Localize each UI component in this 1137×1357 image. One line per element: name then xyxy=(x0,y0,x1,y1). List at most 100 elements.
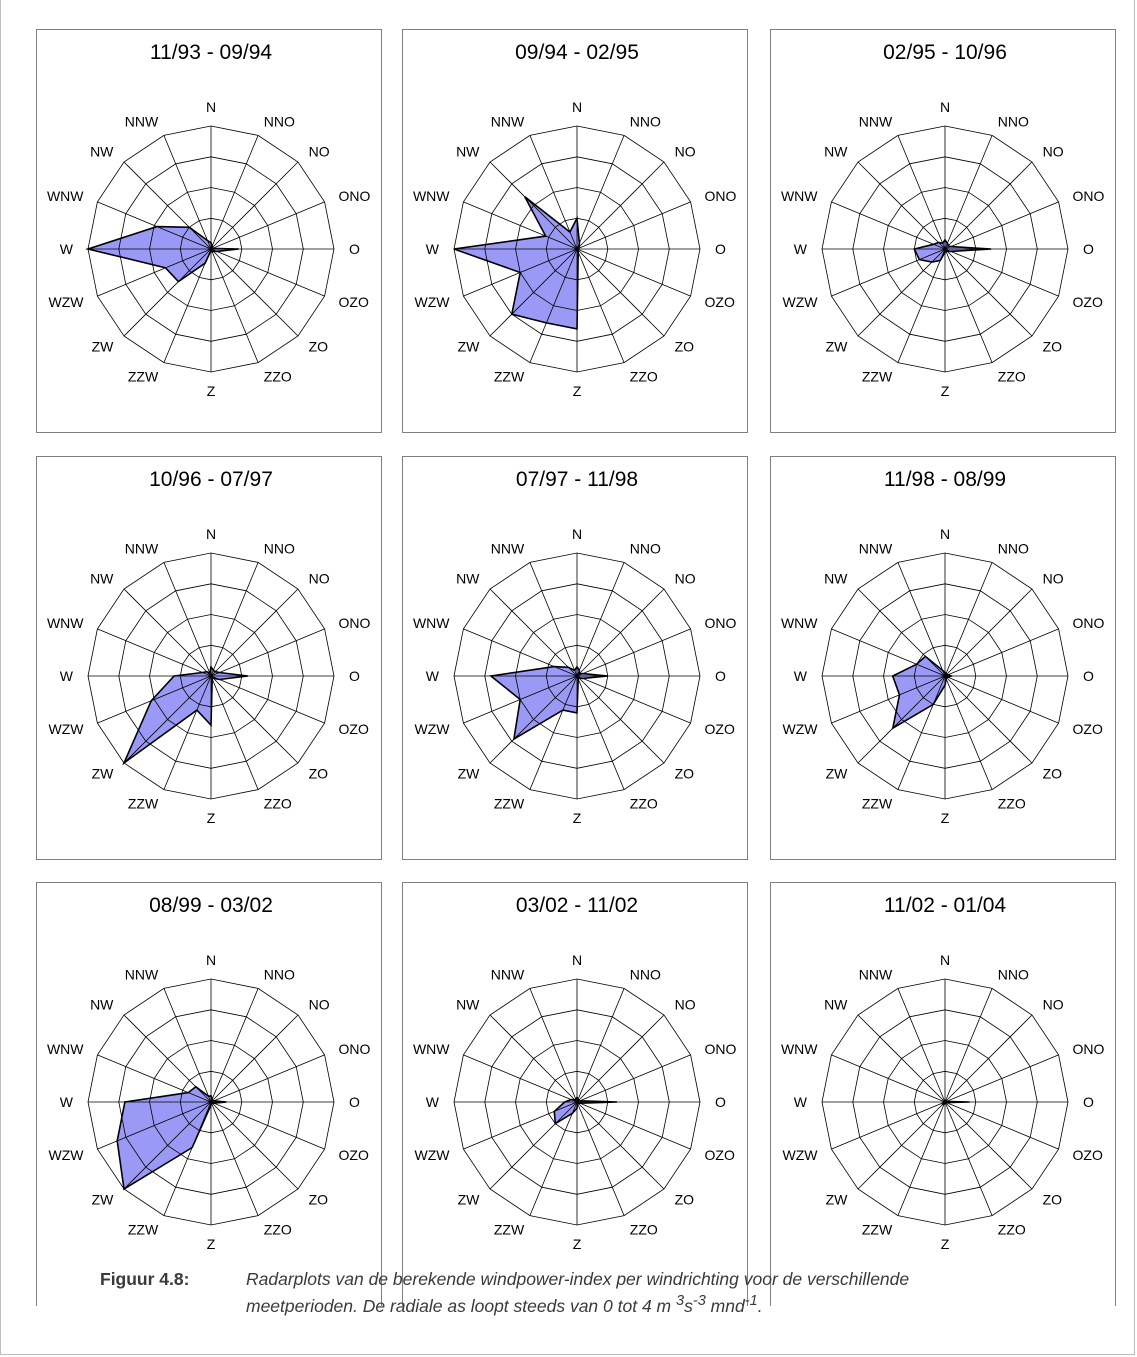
direction-label-wnw: WNW xyxy=(781,1041,818,1057)
direction-label-zzo: ZZO xyxy=(264,1222,292,1238)
spoke-ono xyxy=(945,1055,1059,1102)
direction-label-no: NO xyxy=(1043,143,1064,159)
direction-label-zzo: ZZO xyxy=(264,369,292,385)
spoke-wzw xyxy=(831,1102,945,1149)
direction-label-zw: ZW xyxy=(826,766,849,782)
direction-label-zw: ZW xyxy=(458,1192,481,1208)
data-polygon xyxy=(914,240,991,262)
spoke-wzw xyxy=(463,1102,577,1149)
direction-label-w: W xyxy=(426,1094,440,1110)
direction-label-ono: ONO xyxy=(1073,615,1105,631)
direction-label-no: NO xyxy=(675,570,696,586)
spoke-no xyxy=(945,589,1032,676)
spoke-zw xyxy=(490,1102,577,1189)
direction-label-wnw: WNW xyxy=(781,615,818,631)
direction-label-w: W xyxy=(794,241,808,257)
direction-label-no: NO xyxy=(309,996,330,1012)
radar-panel-grid: N NNO NO ONO O OZO ZO ZZO Z ZZW ZW WZW W WNW NW NNW 11/9… xyxy=(0,0,1137,1270)
spoke-nnw xyxy=(164,562,211,676)
spoke-zzo xyxy=(945,676,992,790)
direction-label-nno: NNO xyxy=(998,114,1029,130)
direction-label-zzo: ZZO xyxy=(998,1222,1026,1238)
direction-label-zw: ZW xyxy=(92,339,115,355)
direction-label-o: O xyxy=(1083,241,1094,257)
spoke-no xyxy=(577,1015,664,1102)
spoke-zzo xyxy=(211,249,258,363)
spoke-ono xyxy=(577,629,691,676)
spoke-no xyxy=(577,589,664,676)
data-polygon xyxy=(893,656,952,728)
caption-text: Radarplots van de berekende windpower-in… xyxy=(246,1268,1120,1317)
direction-label-nw: NW xyxy=(456,570,480,586)
spoke-zzo xyxy=(945,1102,992,1216)
caption-unit-exponent-3: -1 xyxy=(745,1293,758,1309)
spoke-zo xyxy=(945,1102,1032,1189)
spoke-zo xyxy=(945,676,1032,763)
direction-label-z: Z xyxy=(573,383,582,399)
direction-label-no: NO xyxy=(675,996,696,1012)
radar-chart-9: NNNONOONOOOZOZOZZOZZZWZWWZWWWNWNWNNW11/0… xyxy=(770,882,1116,1286)
direction-label-zo: ZO xyxy=(309,1192,329,1208)
radar-chart-7: NNNONOONOOOZOZOZZOZZZWZWWZWWWNWNWNNW08/9… xyxy=(36,882,382,1286)
spoke-zzo xyxy=(211,676,258,790)
chart-frame xyxy=(37,457,382,860)
direction-label-wnw: WNW xyxy=(413,1041,450,1057)
spoke-zzo xyxy=(577,249,624,363)
spoke-nno xyxy=(577,562,624,676)
direction-label-n: N xyxy=(206,526,216,542)
spoke-ono xyxy=(577,202,691,249)
spoke-ono xyxy=(577,1055,691,1102)
direction-label-w: W xyxy=(60,1094,74,1110)
direction-label-n: N xyxy=(940,526,950,542)
direction-label-wnw: WNW xyxy=(413,188,450,204)
caption-unit-exponent-2: -3 xyxy=(693,1293,706,1309)
direction-label-nnw: NNW xyxy=(859,114,893,130)
direction-label-nno: NNO xyxy=(630,114,661,130)
spoke-nno xyxy=(945,988,992,1102)
direction-label-nnw: NNW xyxy=(859,541,893,557)
direction-label-nnw: NNW xyxy=(125,541,159,557)
direction-label-zzw: ZZW xyxy=(862,1222,893,1238)
caption-label: Figuur 4.8: xyxy=(100,1268,189,1290)
direction-label-zzo: ZZO xyxy=(264,796,292,812)
direction-label-z: Z xyxy=(573,810,582,826)
direction-label-no: NO xyxy=(675,143,696,159)
spoke-zo xyxy=(945,249,1032,336)
spoke-nno xyxy=(211,562,258,676)
direction-label-zzw: ZZW xyxy=(862,796,893,812)
spoke-zzw xyxy=(530,1102,577,1216)
direction-label-ono: ONO xyxy=(705,1041,737,1057)
direction-label-no: NO xyxy=(1043,996,1064,1012)
spoke-nw xyxy=(490,162,577,249)
caption-unit-s: s xyxy=(684,1296,693,1316)
spoke-ozo xyxy=(945,676,1059,723)
spoke-ozo xyxy=(577,676,691,723)
data-polygon xyxy=(491,667,608,740)
direction-label-ono: ONO xyxy=(339,1041,371,1057)
direction-label-zo: ZO xyxy=(675,1192,695,1208)
spoke-nno xyxy=(945,135,992,249)
spoke-no xyxy=(577,162,664,249)
direction-label-nw: NW xyxy=(824,143,848,159)
direction-label-n: N xyxy=(940,952,950,968)
direction-label-zzo: ZZO xyxy=(630,1222,658,1238)
spoke-nnw xyxy=(530,988,577,1102)
spoke-nnw xyxy=(898,135,945,249)
direction-label-zzw: ZZW xyxy=(128,369,159,385)
spoke-ozo xyxy=(577,249,691,296)
direction-label-o: O xyxy=(1083,1094,1094,1110)
direction-label-zo: ZO xyxy=(675,766,695,782)
chart-title: 07/97 - 11/98 xyxy=(516,468,638,491)
spoke-zzo xyxy=(577,676,624,790)
direction-label-zw: ZW xyxy=(458,339,481,355)
direction-label-nw: NW xyxy=(90,143,114,159)
chart-title: 09/94 - 02/95 xyxy=(515,41,639,64)
direction-label-wzw: WZW xyxy=(415,1147,451,1163)
chart-title: 08/99 - 03/02 xyxy=(149,894,273,917)
spoke-ono xyxy=(211,629,325,676)
chart-title: 11/93 - 09/94 xyxy=(150,41,273,64)
spoke-zzo xyxy=(577,1102,624,1216)
direction-label-nno: NNO xyxy=(630,541,661,557)
spoke-zzo xyxy=(945,249,992,363)
direction-label-ono: ONO xyxy=(705,615,737,631)
